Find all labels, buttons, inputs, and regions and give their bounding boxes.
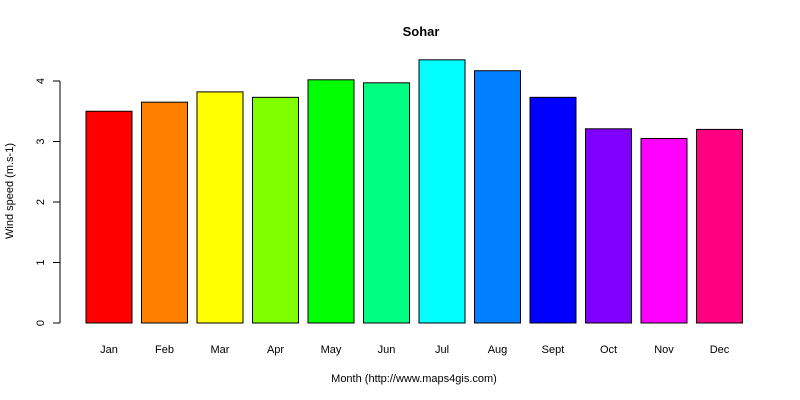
bar-jul [418,59,466,324]
x-tick-label: Nov [654,344,674,356]
x-tick-label: Feb [155,344,174,356]
x-tick-label: Mar [211,344,230,356]
x-tick-label: Sept [542,344,565,356]
x-tick-labels: Jan Feb Mar Apr May Jun Jul Aug Sept Oct Nov Dec [100,344,730,356]
x-tick-label: Dec [710,344,730,356]
x-tick-label: Jul [435,344,449,356]
y-tick-label: 3 [35,138,47,144]
bar-aug [474,70,521,324]
x-tick-label: Jun [378,344,396,356]
x-tick-label: Oct [600,344,617,356]
y-tick-label: 2 [35,199,47,205]
x-axis-label: Month (http://www.maps4gis.com) [331,373,497,385]
bars-group [85,59,743,324]
y-tick-label: 1 [35,259,47,265]
bar-nov [640,137,688,324]
bar-apr [252,96,299,324]
x-tick-label: May [321,344,342,356]
bar-feb [141,101,188,324]
x-tick-label: Aug [488,344,508,356]
y-tick-label: 0 [35,320,47,326]
x-tick-label: Jan [100,344,118,356]
bar-dec [696,128,743,324]
bar-sept [529,96,577,324]
x-tick-label: Apr [267,344,284,356]
chart-title: Sohar [403,24,440,39]
bar-jun [363,82,410,324]
y-axis-label: Wind speed (m.s-1) [4,143,16,239]
bar-may [307,79,355,324]
bar-mar [196,91,244,324]
y-axis: 0 1 2 3 4 [35,78,61,326]
y-tick-label: 4 [35,78,47,84]
bar-jan [85,110,133,324]
bar-oct [585,128,632,324]
